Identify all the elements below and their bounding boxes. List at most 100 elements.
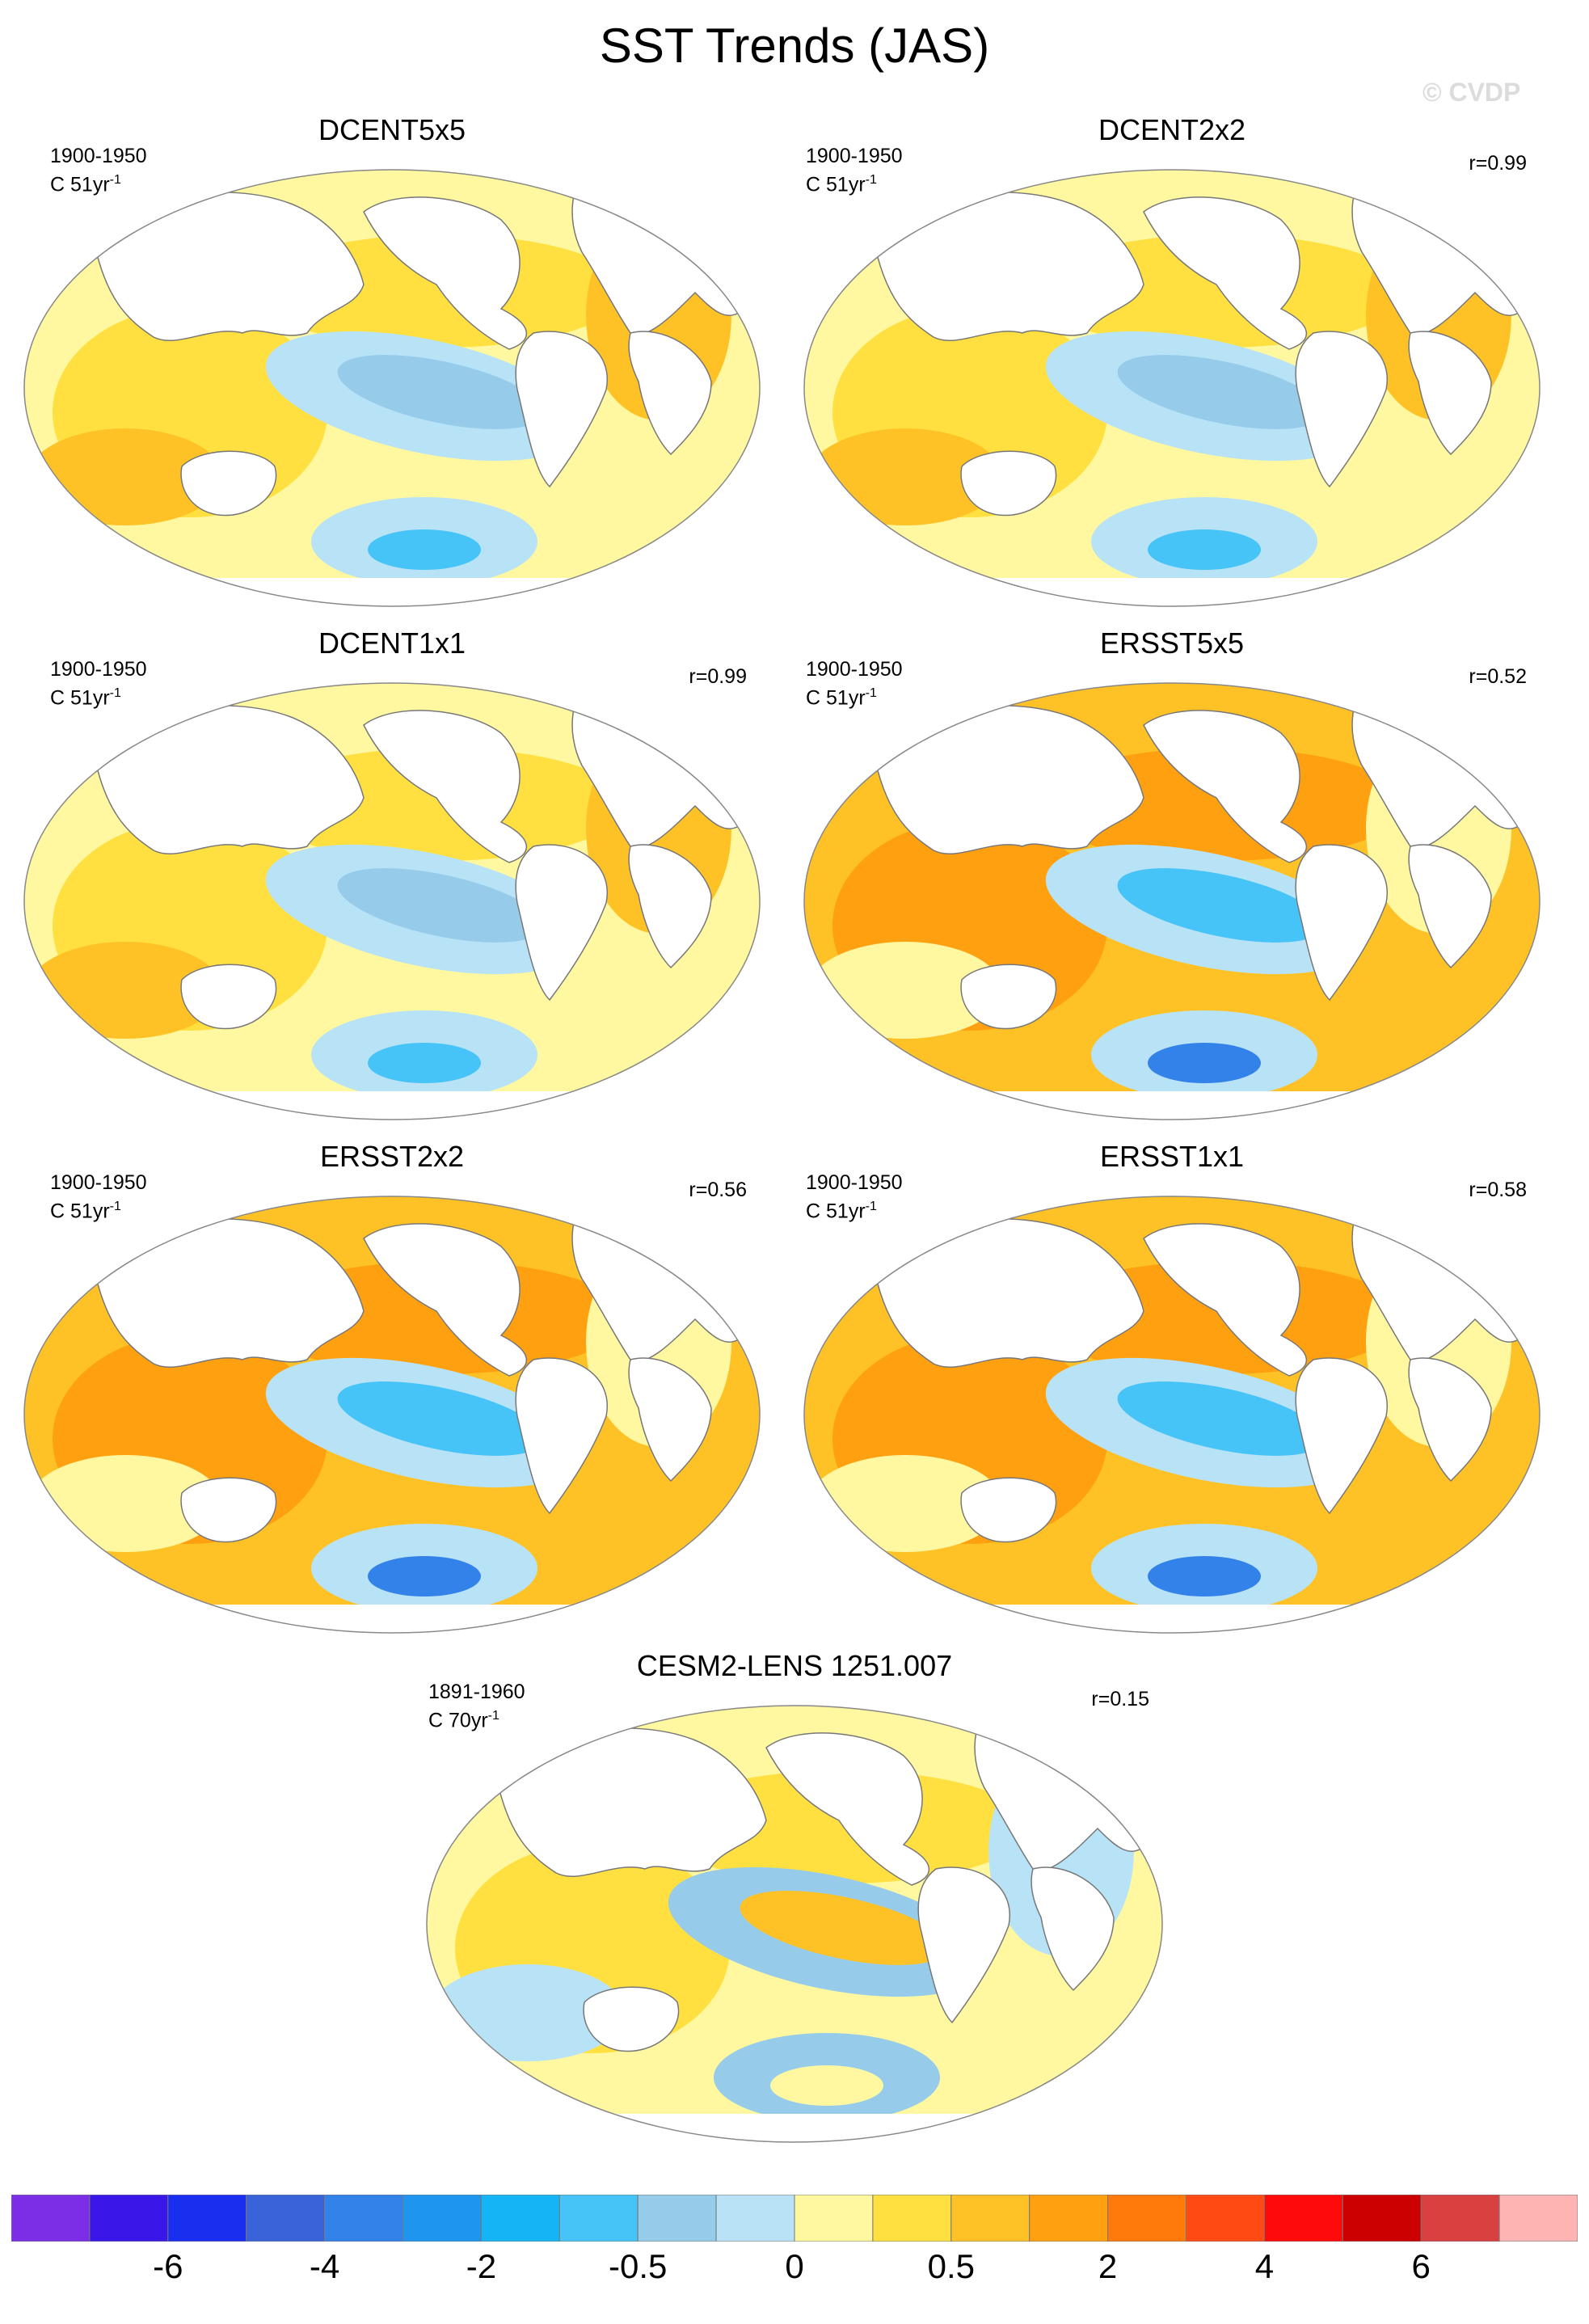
- panel-units: C 70yr-1: [428, 1709, 499, 1732]
- map-border: [23, 682, 761, 1120]
- sst-trend-map: [23, 1196, 761, 1634]
- antarctica: [24, 1605, 760, 1633]
- sst-anomaly-patch: [1148, 1043, 1261, 1083]
- sst-anomaly-patch: [368, 529, 481, 570]
- colorbar-swatch: [246, 2195, 326, 2242]
- land-mass: [92, 705, 365, 854]
- land-mass: [180, 450, 277, 517]
- panel-title: DCENT2x2: [1098, 113, 1246, 146]
- land-mass: [960, 964, 1057, 1030]
- panel-correlation: r=0.52: [1469, 665, 1527, 688]
- colorbar-tick-label: 0.5: [927, 2247, 975, 2285]
- land-mass: [92, 1218, 365, 1368]
- colorbar-tick-label: 6: [1411, 2247, 1431, 2285]
- land-mass: [872, 705, 1144, 854]
- colorbar-tick-label: -6: [153, 2247, 183, 2285]
- land-mass: [765, 1732, 929, 1886]
- panel-correlation: r=0.56: [689, 1179, 747, 1201]
- antarctica: [804, 1091, 1540, 1120]
- colorbar-swatch: [558, 2195, 639, 2242]
- land-mass: [1408, 844, 1492, 969]
- colorbar-swatch: [11, 2195, 91, 2242]
- land-mass: [363, 710, 527, 863]
- panel-units: C 51yr-1: [50, 173, 121, 196]
- panel-correlation: r=0.15: [1091, 1688, 1149, 1710]
- panel-title: DCENT5x5: [318, 113, 466, 146]
- panel-title: ERSST2x2: [319, 1140, 465, 1173]
- colorbar-tick-label: 4: [1254, 2247, 1275, 2285]
- colorbar-swatch: [1263, 2195, 1343, 2242]
- land-mass: [1143, 710, 1307, 863]
- land-mass: [628, 331, 712, 456]
- panel-correlation: r=0.99: [689, 665, 747, 688]
- land-mass: [628, 844, 712, 969]
- panel-info: 1900-1950 C 51yr-1: [806, 1170, 903, 1223]
- colorbar: [11, 2195, 1578, 2242]
- antarctica: [804, 578, 1540, 606]
- colorbar-swatch: [89, 2195, 169, 2242]
- land-mass: [1295, 844, 1389, 1002]
- colorbar-swatch: [794, 2195, 874, 2242]
- map-border: [803, 682, 1541, 1120]
- sst-anomaly-patch: [1117, 1381, 1324, 1456]
- panel-info: 1900-1950 C 51yr-1: [806, 657, 903, 710]
- map-panel-dcent5x5: DCENT5x5 1900-1950 C 51yr-1: [16, 113, 768, 614]
- land-mass: [1295, 331, 1389, 488]
- map-border: [803, 169, 1541, 607]
- sst-anomaly-patch: [770, 2065, 883, 2106]
- sst-anomaly-patch: [337, 355, 544, 429]
- land-mass: [1408, 331, 1492, 456]
- antarctica: [427, 2114, 1162, 2142]
- panel-units: C 51yr-1: [806, 686, 877, 710]
- sst-anomaly-patch: [1117, 868, 1324, 943]
- panel-title: ERSST1x1: [1099, 1140, 1245, 1173]
- colorbar-tick-label: 2: [1098, 2247, 1118, 2285]
- panel-info: 1900-1950 C 51yr-1: [806, 144, 903, 196]
- colorbar-swatch: [480, 2195, 560, 2242]
- colorbar-tick-label: -0.5: [609, 2247, 668, 2285]
- land-mass: [363, 1223, 527, 1377]
- land-mass: [515, 1357, 609, 1515]
- panel-period: 1900-1950: [806, 145, 903, 167]
- sst-anomaly-patch: [368, 1043, 481, 1083]
- land-mass: [1143, 1223, 1307, 1377]
- colorbar-tick-label: -4: [309, 2247, 340, 2285]
- map-border: [23, 1196, 761, 1634]
- sst-anomaly-patch: [1148, 529, 1261, 570]
- sst-anomaly-patch: [1117, 355, 1324, 429]
- land-mass: [1408, 1357, 1492, 1483]
- map-panel-ersst2x2: ERSST2x2 1900-1950 C 51yr-1 r=0.56: [16, 1140, 768, 1641]
- colorbar-swatch: [167, 2195, 247, 2242]
- colorbar-swatch: [715, 2195, 795, 2242]
- panel-units: C 51yr-1: [50, 686, 121, 710]
- map-border: [426, 1705, 1163, 2143]
- land-mass: [917, 1866, 1011, 2024]
- land-mass: [515, 844, 609, 1002]
- colorbar-swatch: [1420, 2195, 1500, 2242]
- panel-correlation: r=0.58: [1469, 1179, 1527, 1201]
- colorbar-tick-label: 0: [785, 2247, 804, 2285]
- map-panel-cesm2-lens: CESM2-LENS 1251.007 1891-1960 C 70yr-1 r…: [419, 1649, 1170, 2150]
- colorbar-swatch: [1107, 2195, 1186, 2242]
- sst-trend-map: [426, 1705, 1163, 2143]
- panel-period: 1891-1960: [428, 1681, 525, 1703]
- sst-trend-map: [803, 169, 1541, 607]
- sst-anomaly-patch: [337, 1381, 544, 1456]
- map-panel-ersst5x5: ERSST5x5 1900-1950 C 51yr-1 r=0.52: [796, 626, 1548, 1128]
- cvdp-watermark: © CVDP: [1423, 78, 1521, 107]
- antarctica: [24, 1091, 760, 1120]
- land-mass: [180, 964, 277, 1030]
- colorbar-swatch: [324, 2195, 404, 2242]
- colorbar-swatch: [1186, 2195, 1265, 2242]
- panel-info: 1900-1950 C 51yr-1: [50, 1170, 147, 1223]
- land-mass: [1143, 196, 1307, 350]
- colorbar-tick-label: -2: [466, 2247, 497, 2285]
- panel-period: 1900-1950: [806, 658, 903, 681]
- panel-title: CESM2-LENS 1251.007: [636, 1649, 953, 1682]
- land-mass: [872, 1218, 1144, 1368]
- land-mass: [960, 450, 1057, 517]
- panel-period: 1900-1950: [50, 658, 147, 681]
- sst-trend-map: [803, 682, 1541, 1120]
- land-mass: [92, 192, 365, 341]
- land-mass: [1295, 1357, 1389, 1515]
